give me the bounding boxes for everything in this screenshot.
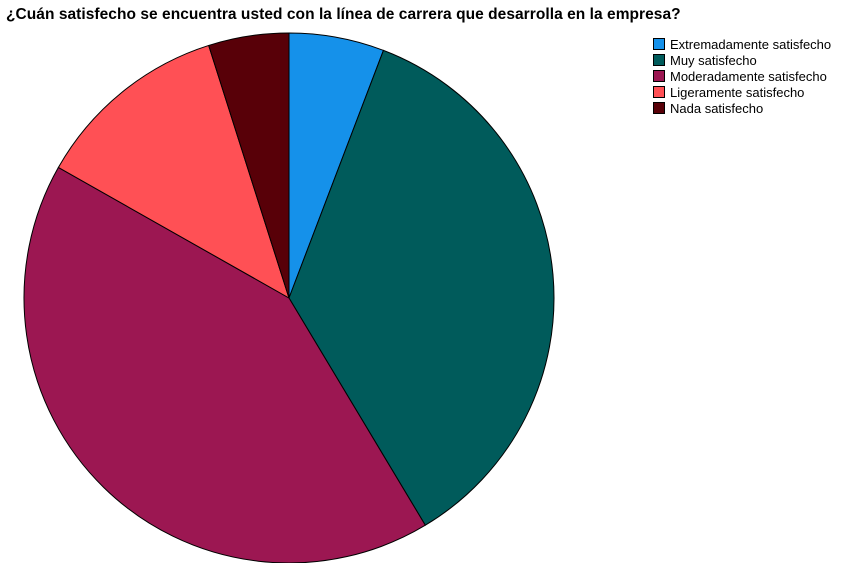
legend-item-muy-satisfecho: Muy satisfecho: [653, 52, 831, 68]
legend-swatch: [653, 54, 665, 66]
legend-label: Moderadamente satisfecho: [670, 68, 827, 84]
pie-slice-muy-satisfecho: [288, 49, 555, 526]
legend-swatch: [653, 102, 665, 114]
pie-slice-nada-satisfecho: [208, 32, 290, 299]
legend-swatch: [653, 70, 665, 82]
legend-label: Extremadamente satisfecho: [670, 36, 832, 52]
pie-slice-moderadamente-satisfecho: [23, 166, 426, 563]
legend-swatch: [653, 38, 665, 50]
legend: Extremadamente satisfecho Muy satisfecho…: [653, 36, 831, 116]
legend-item-moderadamente-satisfecho: Moderadamente satisfecho: [653, 68, 831, 84]
legend-label: Ligeramente satisfecho: [670, 84, 805, 100]
legend-item-extremadamente-satisfecho: Extremadamente satisfecho: [653, 36, 831, 52]
legend-label: Muy satisfecho: [670, 52, 757, 68]
legend-label: Nada satisfecho: [670, 100, 764, 116]
pie-slice-ligeramente-satisfecho: [57, 44, 290, 299]
legend-item-nada-satisfecho: Nada satisfecho: [653, 100, 831, 116]
legend-item-ligeramente-satisfecho: Ligeramente satisfecho: [653, 84, 831, 100]
legend-swatch: [653, 86, 665, 98]
chart-title: ¿Cuán satisfecho se encuentra usted con …: [6, 6, 681, 23]
